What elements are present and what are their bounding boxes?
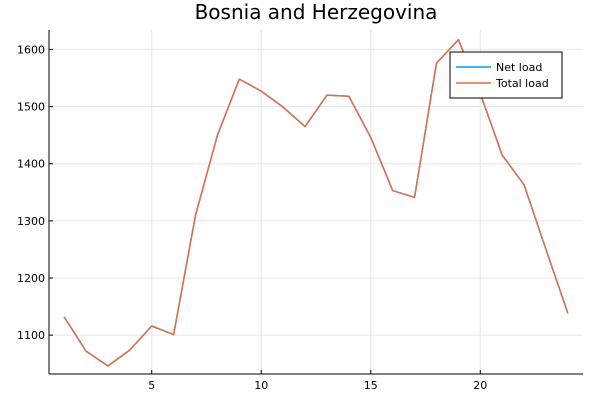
legend-box [449,51,563,99]
y-tick-label: 1600 [17,43,45,56]
x-tick-label: 10 [254,379,268,392]
series-line-total-load [63,38,569,367]
legend: Net load Total load [449,51,563,99]
ticks: 5 10 15 20 1100 1200 1300 1400 1500 1600 [17,43,487,392]
legend-label-total-load: Total load [495,77,549,90]
x-tick-label: 15 [364,379,378,392]
y-tick-label: 1400 [17,158,45,171]
grid [49,30,583,374]
y-tick-label: 1300 [17,215,45,228]
y-tick-label: 1500 [17,101,45,114]
x-tick-label: 5 [148,379,155,392]
x-tick-label: 20 [473,379,487,392]
y-tick-label: 1200 [17,272,45,285]
y-tick-label: 1100 [17,329,45,342]
axes [48,30,583,375]
series-layer [63,38,569,367]
chart-title: Bosnia and Herzegovina [195,0,438,24]
legend-label-net-load: Net load [496,61,542,74]
